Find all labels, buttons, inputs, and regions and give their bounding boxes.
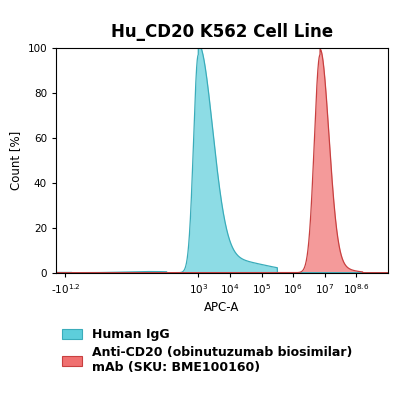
X-axis label: APC-A: APC-A [204, 301, 240, 314]
Y-axis label: Count [%]: Count [%] [9, 131, 22, 190]
Title: Hu_CD20 K562 Cell Line: Hu_CD20 K562 Cell Line [111, 23, 333, 41]
Legend: Human IgG, Anti-CD20 (obinutuzumab biosimilar)
mAb (SKU: BME100160): Human IgG, Anti-CD20 (obinutuzumab biosi… [62, 328, 353, 374]
